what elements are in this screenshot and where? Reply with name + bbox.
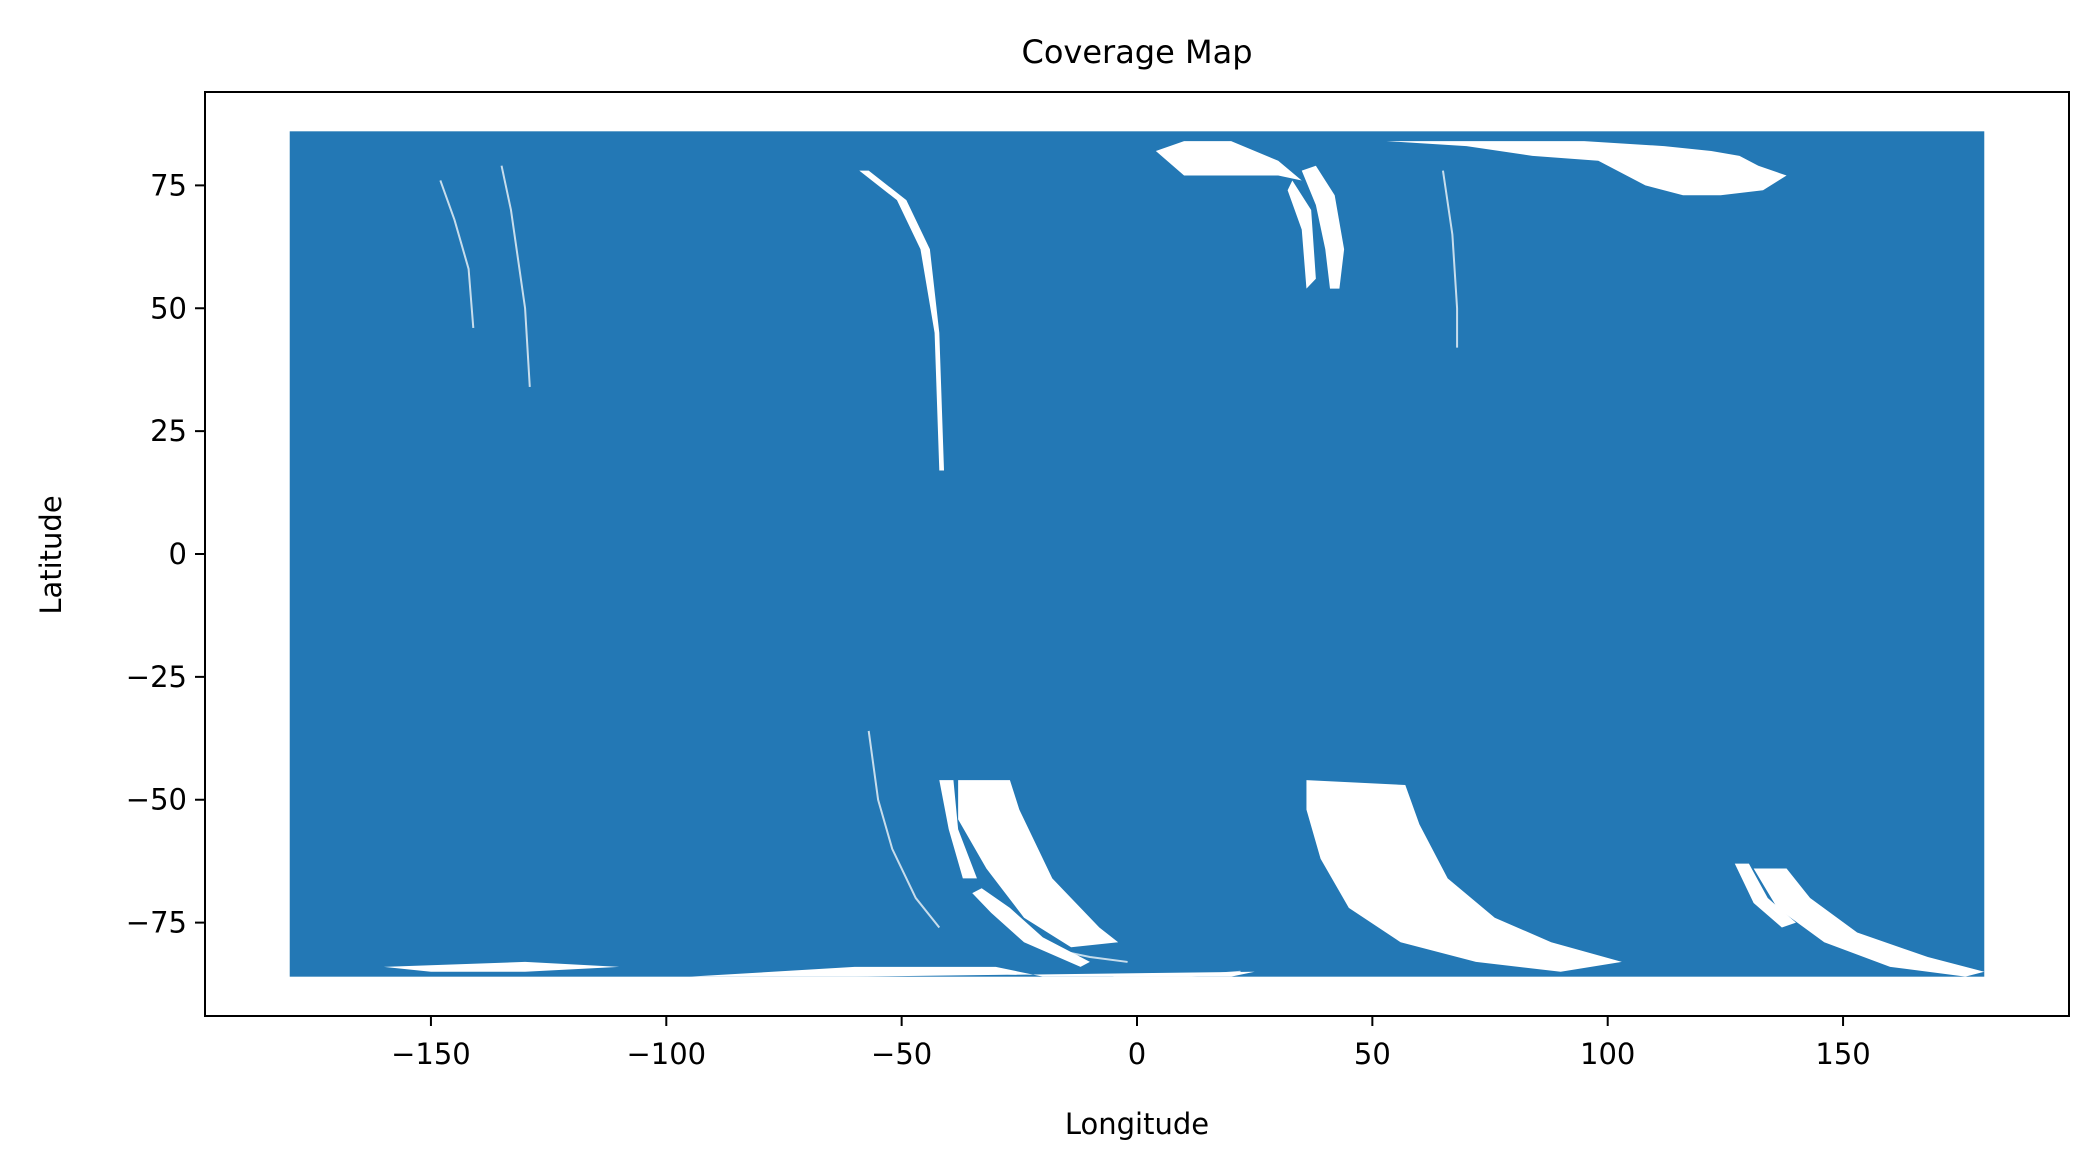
coverage-region <box>289 131 1985 977</box>
y-tick-label: −75 <box>126 906 187 940</box>
x-tick-label: 50 <box>1354 1037 1391 1071</box>
coverage-gap-7 <box>1734 863 1796 928</box>
coverage-gap-8 <box>1155 141 1302 181</box>
coverage-thin-gap-4 <box>1042 946 1128 963</box>
coverage-gap-11 <box>1386 141 1787 196</box>
y-tick-label: 50 <box>150 291 187 325</box>
coverage-gap-5 <box>1306 780 1622 972</box>
plot-area <box>289 131 1985 978</box>
coverage-gap-3 <box>939 780 977 879</box>
coverage-gap-6 <box>1753 868 1985 977</box>
coverage-gap-13 <box>383 961 620 972</box>
x-axis: −150 −100 −50 0 50 100 150 <box>391 1016 1871 1071</box>
coverage-thin-gap-5 <box>1113 970 1241 978</box>
y-tick-label: 75 <box>150 168 187 202</box>
x-tick-label: 0 <box>1128 1037 1146 1071</box>
coverage-thin-gap-1 <box>439 180 475 328</box>
y-tick-label: 0 <box>169 537 187 571</box>
coverage-gap-10 <box>1287 180 1316 289</box>
coverage-gaps <box>289 141 1985 977</box>
coverage-gap-2 <box>958 780 1119 948</box>
coverage-gap-1 <box>859 170 945 471</box>
x-tick-label: −150 <box>391 1037 471 1071</box>
coverage-thin-gap-3 <box>867 730 941 929</box>
coverage-thin-gap-6 <box>1441 170 1459 348</box>
y-tick-label: 25 <box>150 414 187 448</box>
coverage-gap-9 <box>1301 165 1345 289</box>
y-axis-label: Latitude <box>34 495 68 614</box>
y-tick-label: −50 <box>126 783 187 817</box>
coverage-thin-gap-2 <box>500 165 531 387</box>
chart-title: Coverage Map <box>1021 33 1252 71</box>
coverage-gap-4 <box>972 888 1090 967</box>
x-tick-label: 150 <box>1815 1037 1870 1071</box>
y-tick-label: −25 <box>126 660 187 694</box>
x-tick-label: 100 <box>1580 1037 1635 1071</box>
y-axis: −75 −50 −25 0 25 50 75 <box>126 168 205 940</box>
coverage-thin-gaps <box>439 165 1459 978</box>
x-tick-label: −100 <box>626 1037 706 1071</box>
x-tick-label: −50 <box>871 1037 932 1071</box>
x-axis-label: Longitude <box>1065 1107 1209 1141</box>
coverage-gap-12 <box>289 966 1255 977</box>
